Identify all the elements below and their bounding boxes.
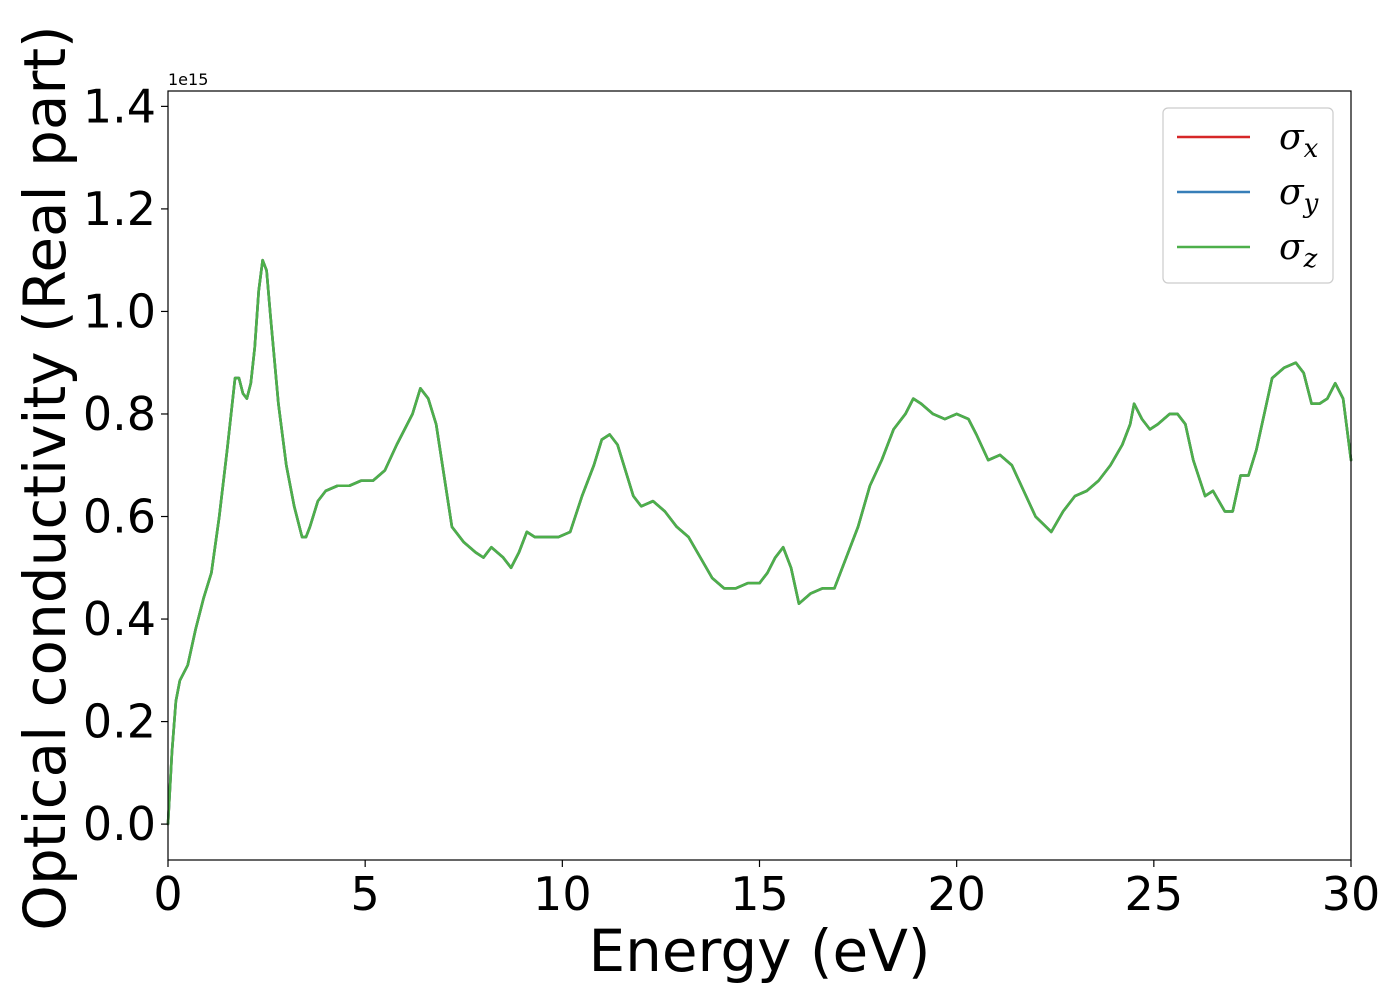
x-tick-label: 20 <box>927 867 986 921</box>
legend-label-z: σz <box>1279 227 1318 274</box>
series-line-z <box>166 258 1353 826</box>
y-tick-label: 1.2 <box>83 182 156 236</box>
x-tick-label: 30 <box>1322 867 1381 921</box>
y-tick-label: 1.0 <box>83 284 156 338</box>
y-ticks: 0.0 0.2 0.4 0.6 0.8 1.0 1.2 1.4 <box>83 79 168 851</box>
y-tick-label: 0.2 <box>83 695 156 749</box>
series-layer <box>166 258 1353 826</box>
y-offset-label: 1e15 <box>168 70 208 89</box>
y-tick-label: 0.4 <box>83 592 156 646</box>
x-tick-label: 10 <box>533 867 592 921</box>
legend-box <box>1162 107 1334 284</box>
y-tick-label: 0.0 <box>83 797 156 851</box>
legend-label-x: σx <box>1279 117 1319 164</box>
x-axis-label: Energy (eV) <box>588 917 930 985</box>
legend: σx σy σz <box>1162 107 1334 284</box>
legend-label-y: σy <box>1279 172 1319 219</box>
x-ticks: 0 5 10 15 20 25 30 <box>153 860 1380 921</box>
y-tick-label: 1.4 <box>83 79 156 133</box>
y-axis-label: Optical conductivity (Real part) <box>11 25 79 930</box>
y-tick-label: 0.8 <box>83 387 156 441</box>
x-tick-label: 0 <box>153 867 182 921</box>
x-tick-label: 5 <box>351 867 380 921</box>
x-tick-label: 25 <box>1125 867 1184 921</box>
y-tick-label: 0.6 <box>83 490 156 544</box>
x-tick-label: 15 <box>730 867 789 921</box>
